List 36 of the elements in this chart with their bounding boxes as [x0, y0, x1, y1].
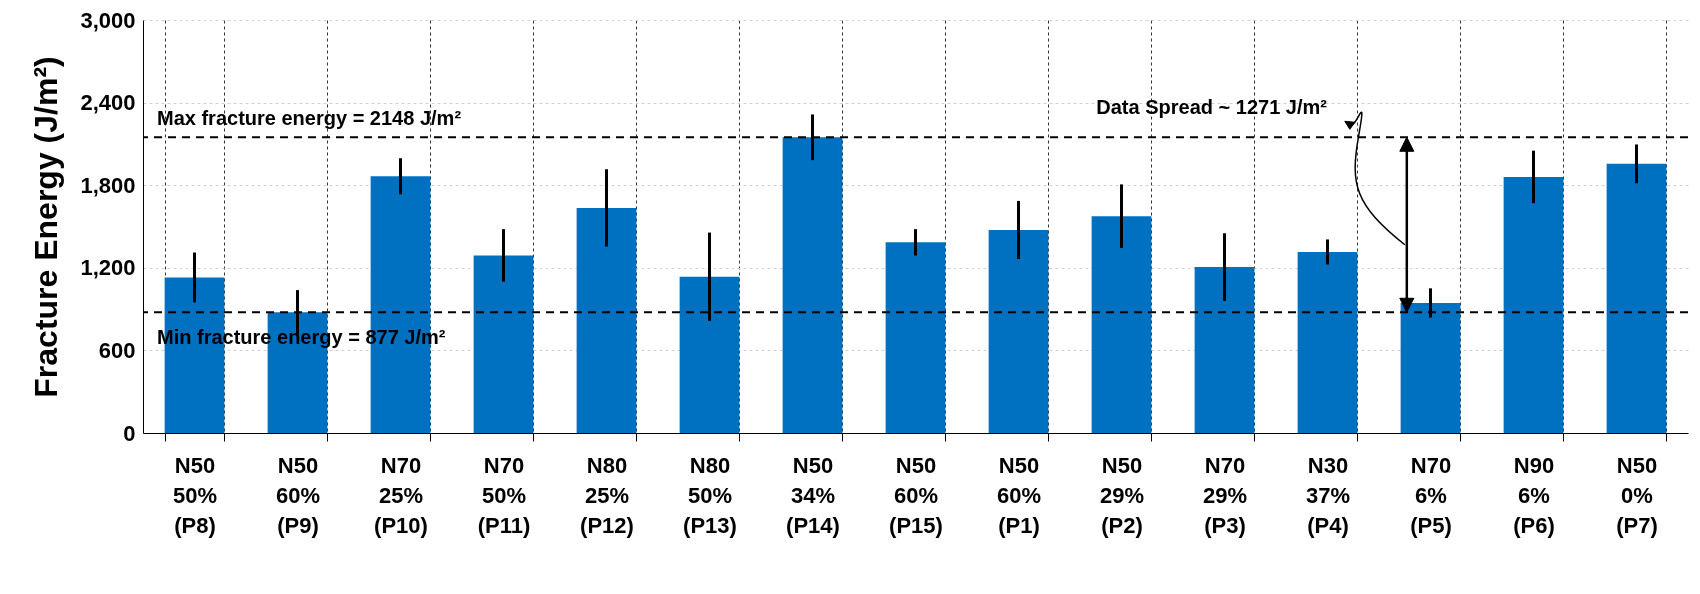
x-tick-label: N30 37% (P4) [1305, 452, 1351, 538]
y-tick-label: 0 [123, 420, 136, 446]
ref-line-label: Max fracture energy = 2148 J/m² [157, 107, 462, 130]
x-tick-label: N70 50% (P11) [477, 452, 531, 538]
x-tick-label: N90 6% (P6) [1513, 452, 1555, 538]
y-tick-label: 1,200 [80, 255, 136, 281]
x-tick-label: N80 25% (P12) [580, 452, 634, 538]
bar [1194, 267, 1255, 433]
x-tick-label: N50 29% (P2) [1099, 452, 1145, 538]
annotation: Data Spread ~ 1271 J/m² [1096, 96, 1328, 118]
bar [679, 276, 740, 433]
x-tick-label: N50 60% (P9) [275, 452, 321, 538]
y-axis-title: Fracture Energy (J/m²) [28, 56, 65, 398]
x-tick-label: N50 0% (P7) [1616, 452, 1658, 538]
x-tick-label: N50 50% (P8) [172, 452, 218, 538]
x-tick-label: N80 50% (P13) [683, 452, 737, 538]
bar [1606, 163, 1667, 433]
x-tick-label: N50 60% (P1) [996, 452, 1042, 538]
x-tick-label: N50 60% (P15) [889, 452, 943, 538]
bar [885, 242, 946, 433]
x-tick-label: N70 6% (P5) [1410, 452, 1452, 538]
bar [473, 255, 534, 433]
bar [1297, 251, 1358, 433]
y-tick-label: 1,800 [80, 172, 136, 198]
x-tick-label: N50 34% (P14) [786, 452, 840, 538]
y-tick-label: 2,400 [80, 90, 136, 116]
y-tick-label: 3,000 [80, 7, 136, 33]
bar [988, 229, 1049, 433]
bar [1503, 176, 1564, 433]
x-tick-label: N70 29% (P3) [1202, 452, 1248, 538]
bar [782, 137, 843, 433]
y-tick-label: 600 [98, 337, 136, 363]
x-tick-label: N70 25% (P10) [374, 452, 428, 538]
bar [1091, 216, 1152, 433]
bar [1400, 302, 1461, 433]
bar [576, 207, 637, 433]
